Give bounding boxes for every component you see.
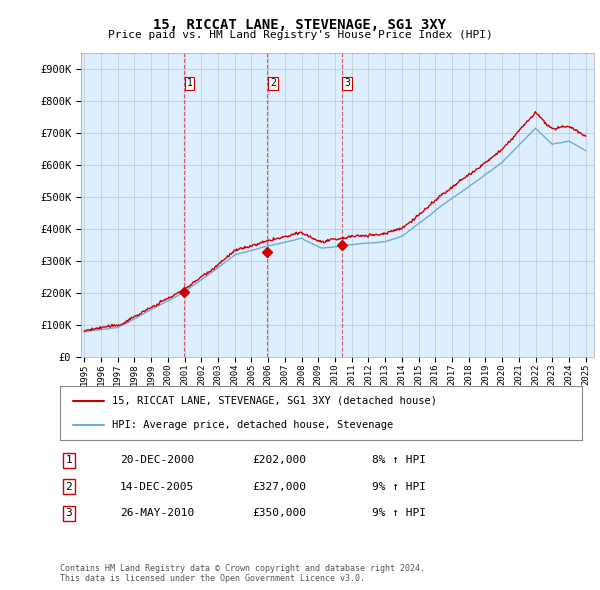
- Text: 20-DEC-2000: 20-DEC-2000: [120, 455, 194, 465]
- HPI: Average price, detached house, Stevenage: (2.02e+03, 7.15e+05): Average price, detached house, Stevenage…: [532, 125, 539, 132]
- HPI: Average price, detached house, Stevenage: (2e+03, 7.81e+04): Average price, detached house, Stevenage…: [81, 329, 88, 336]
- HPI: Average price, detached house, Stevenage: (2.01e+03, 3.56e+05): Average price, detached house, Stevenage…: [308, 240, 315, 247]
- 15, RICCAT LANE, STEVENAGE, SG1 3XY (detached house): [81, 327, 88, 335]
- HPI: Average price, detached house, Stevenage: (2.02e+03, 6.45e+05): Average price, detached house, Stevenage…: [582, 147, 589, 154]
- 15, RICCAT LANE, STEVENAGE, SG1 3XY (detached house): [582, 133, 589, 140]
- Text: 15, RICCAT LANE, STEVENAGE, SG1 3XY: 15, RICCAT LANE, STEVENAGE, SG1 3XY: [154, 18, 446, 32]
- Text: 2: 2: [65, 482, 73, 491]
- 15, RICCAT LANE, STEVENAGE, SG1 3XY (detached house): [308, 234, 316, 241]
- Line: HPI: Average price, detached house, Stevenage: HPI: Average price, detached house, Stev…: [85, 129, 586, 332]
- HPI: Average price, detached house, Stevenage: (2e+03, 1.84e+05): Average price, detached house, Stevenage…: [169, 294, 176, 301]
- HPI: Average price, detached house, Stevenage: (2.02e+03, 4.18e+05): Average price, detached house, Stevenage…: [416, 219, 423, 227]
- 15, RICCAT LANE, STEVENAGE, SG1 3XY (detached house): [170, 291, 178, 299]
- Text: 15, RICCAT LANE, STEVENAGE, SG1 3XY (detached house): 15, RICCAT LANE, STEVENAGE, SG1 3XY (det…: [112, 396, 437, 406]
- Text: 14-DEC-2005: 14-DEC-2005: [120, 482, 194, 491]
- 15, RICCAT LANE, STEVENAGE, SG1 3XY (detached house): [416, 209, 424, 217]
- HPI: Average price, detached house, Stevenage: (2e+03, 2.68e+05): Average price, detached house, Stevenage…: [209, 268, 217, 275]
- Text: 8% ↑ HPI: 8% ↑ HPI: [372, 455, 426, 465]
- Text: Contains HM Land Registry data © Crown copyright and database right 2024.
This d: Contains HM Land Registry data © Crown c…: [60, 563, 425, 583]
- Text: £327,000: £327,000: [252, 482, 306, 491]
- Text: 3: 3: [344, 78, 350, 88]
- Text: 26-MAY-2010: 26-MAY-2010: [120, 509, 194, 518]
- HPI: Average price, detached house, Stevenage: (2.02e+03, 5.17e+05): Average price, detached house, Stevenage…: [458, 188, 466, 195]
- 15, RICCAT LANE, STEVENAGE, SG1 3XY (detached house): [377, 231, 384, 238]
- 15, RICCAT LANE, STEVENAGE, SG1 3XY (detached house): [459, 176, 466, 183]
- Text: Price paid vs. HM Land Registry's House Price Index (HPI): Price paid vs. HM Land Registry's House …: [107, 30, 493, 40]
- Text: £202,000: £202,000: [252, 455, 306, 465]
- Text: 1: 1: [187, 78, 193, 88]
- Text: HPI: Average price, detached house, Stevenage: HPI: Average price, detached house, Stev…: [112, 420, 394, 430]
- 15, RICCAT LANE, STEVENAGE, SG1 3XY (detached house): [532, 108, 539, 115]
- Text: £350,000: £350,000: [252, 509, 306, 518]
- Text: 2: 2: [270, 78, 276, 88]
- Text: 9% ↑ HPI: 9% ↑ HPI: [372, 482, 426, 491]
- 15, RICCAT LANE, STEVENAGE, SG1 3XY (detached house): [211, 266, 218, 273]
- Text: 1: 1: [65, 455, 73, 465]
- Line: 15, RICCAT LANE, STEVENAGE, SG1 3XY (detached house): 15, RICCAT LANE, STEVENAGE, SG1 3XY (det…: [85, 112, 586, 331]
- Text: 3: 3: [65, 509, 73, 518]
- HPI: Average price, detached house, Stevenage: (2.01e+03, 3.59e+05): Average price, detached house, Stevenage…: [376, 238, 383, 245]
- Text: 9% ↑ HPI: 9% ↑ HPI: [372, 509, 426, 518]
- 15, RICCAT LANE, STEVENAGE, SG1 3XY (detached house): [82, 327, 89, 335]
